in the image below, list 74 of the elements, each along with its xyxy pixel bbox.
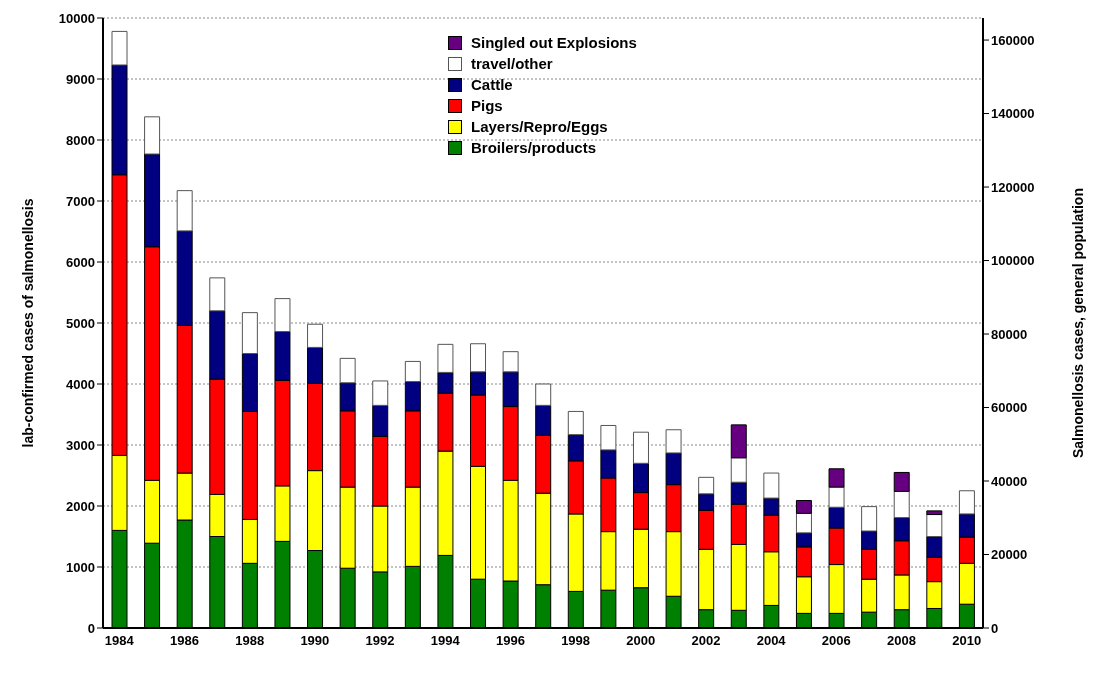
bar xyxy=(437,343,454,373)
bar xyxy=(795,512,812,534)
x-tick-label: 2006 xyxy=(821,633,851,649)
bar xyxy=(698,476,715,495)
x-tick-label: 2008 xyxy=(887,633,916,649)
bar xyxy=(470,343,487,373)
bar xyxy=(144,116,161,155)
x-tick-label: 1992 xyxy=(365,633,395,649)
x-tick-label: 1998 xyxy=(561,633,591,649)
bar xyxy=(339,357,356,384)
bar xyxy=(176,190,193,232)
y-tick-label: 0 xyxy=(87,620,95,636)
bar xyxy=(763,472,780,499)
bar xyxy=(926,510,943,516)
legend-label: Broilers/products xyxy=(471,138,597,158)
y2-tick-label: 20000 xyxy=(991,547,1028,563)
x-tick-label: 2000 xyxy=(626,633,656,649)
bar xyxy=(893,471,910,492)
y2-tick-label: 100000 xyxy=(991,253,1035,269)
y-tick-label: 2000 xyxy=(66,498,95,514)
x-tick-label: 2010 xyxy=(952,633,982,649)
x-tick-label: 1990 xyxy=(300,633,330,649)
bar xyxy=(535,383,552,406)
x-tick-label: 2004 xyxy=(756,633,787,649)
bar xyxy=(600,424,617,451)
legend-label: travel/other xyxy=(471,54,553,74)
legend-label: Pigs xyxy=(471,96,503,116)
x-tick-label: 2002 xyxy=(691,633,721,649)
y-tick-label: 9000 xyxy=(66,71,95,87)
x-tick-label: 1994 xyxy=(430,633,461,649)
bar xyxy=(404,360,421,383)
x-tick-label: 1988 xyxy=(235,633,265,649)
x-tick-label: 1996 xyxy=(495,633,525,649)
y2-tick-label: 120000 xyxy=(991,179,1035,195)
y-axis-title: lab-confirmed cases of salmonellosis xyxy=(19,198,36,448)
y2-axis-title: Salmonellosis cases, general population xyxy=(1069,188,1086,458)
y-tick-label: 8000 xyxy=(66,132,95,148)
bar xyxy=(828,486,845,508)
bar xyxy=(372,380,389,406)
bar xyxy=(502,351,519,373)
y-tick-label: 6000 xyxy=(66,254,95,270)
y-tick-label: 7000 xyxy=(66,193,95,209)
bar xyxy=(209,277,226,312)
bar xyxy=(730,457,747,483)
bar xyxy=(730,424,747,459)
y-tick-label: 1000 xyxy=(66,559,95,575)
y-tick-label: 5000 xyxy=(66,315,95,331)
y2-tick-label: 60000 xyxy=(991,400,1028,416)
bar xyxy=(274,298,291,333)
y2-tick-label: 160000 xyxy=(991,32,1035,48)
y-tick-label: 3000 xyxy=(66,437,95,453)
legend-label: Singled out Explosions xyxy=(471,33,637,53)
legend-label: Cattle xyxy=(471,75,513,95)
y2-tick-label: 80000 xyxy=(991,326,1028,342)
y-tick-label: 10000 xyxy=(58,10,95,26)
y2-tick-label: 40000 xyxy=(991,473,1028,489)
bar xyxy=(567,410,584,436)
bar xyxy=(926,514,943,537)
bar xyxy=(893,490,910,519)
y-tick-label: 4000 xyxy=(66,376,95,392)
y2-tick-label: 140000 xyxy=(991,106,1035,122)
bar xyxy=(632,431,649,464)
bar xyxy=(828,468,845,488)
x-tick-label: 1984 xyxy=(104,633,135,649)
bar xyxy=(665,429,682,454)
bar xyxy=(958,490,975,515)
bar xyxy=(795,500,812,514)
bar xyxy=(241,312,258,354)
bar xyxy=(861,506,878,532)
legend-label: Layers/Repro/Eggs xyxy=(471,117,608,137)
bar xyxy=(111,30,128,66)
y2-tick-label: 0 xyxy=(991,620,999,636)
x-tick-label: 1986 xyxy=(170,633,199,649)
bar xyxy=(307,323,324,348)
